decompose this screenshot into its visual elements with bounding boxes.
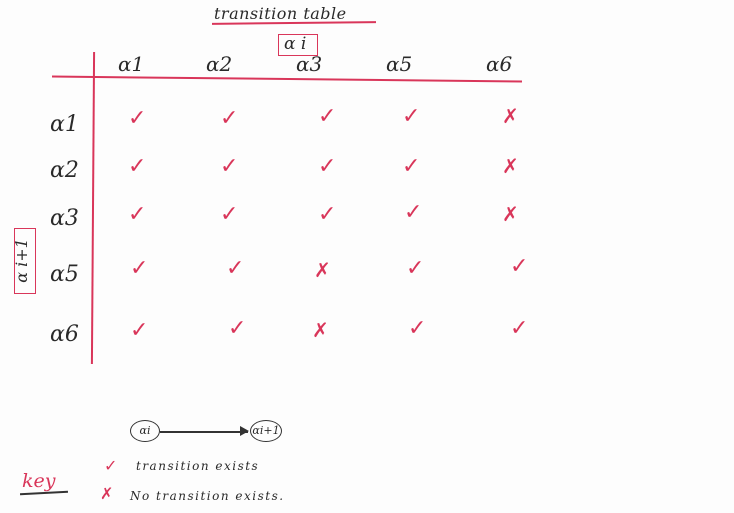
cell-mark: ✓ [220, 202, 239, 227]
cell-mark: ✓ [228, 316, 247, 341]
cell-mark: ✓ [130, 256, 149, 281]
cell-mark: ✓ [220, 106, 239, 131]
arrow-head-icon [240, 426, 249, 436]
row-axis-box: α i+1 [11, 228, 36, 294]
cell-mark: ✓ [402, 154, 421, 179]
column-header: α2 [206, 52, 233, 76]
column-header: α6 [486, 52, 513, 76]
cell-mark: ✓ [318, 154, 337, 179]
cell-mark: ✗ [314, 258, 331, 282]
cell-mark: ✗ [312, 318, 329, 342]
row-header: α3 [50, 206, 79, 231]
column-header: α5 [386, 52, 413, 76]
row-axis-label: α i+1 [11, 238, 31, 283]
key-label: key [22, 470, 56, 492]
cell-mark: ✓ [402, 104, 421, 129]
cell-mark: ✗ [502, 154, 519, 178]
column-axis-label: α i [284, 34, 307, 54]
check-icon: ✓ [104, 456, 118, 475]
legend-text-exists: transition exists [136, 459, 260, 473]
column-header: α1 [118, 52, 145, 76]
header-divider-line [52, 75, 522, 83]
cell-mark: ✓ [318, 202, 337, 227]
cell-mark: ✓ [510, 316, 529, 341]
transition-arrow-line [160, 431, 248, 433]
cell-mark: ✓ [128, 202, 147, 227]
column-axis-box: α i [278, 34, 318, 56]
target-node: αi+1 [250, 420, 282, 442]
row-header: α1 [50, 112, 79, 137]
legend-text-no-transition: No transition exists. [130, 489, 285, 503]
cell-mark: ✓ [128, 154, 147, 179]
cross-icon: ✗ [100, 484, 114, 503]
cell-mark: ✓ [130, 318, 149, 343]
source-node: αi [130, 420, 160, 442]
cell-mark: ✓ [404, 200, 423, 225]
cell-mark: ✓ [406, 256, 425, 281]
row-header: α2 [50, 158, 79, 183]
cell-mark: ✓ [128, 106, 147, 131]
row-header: α6 [50, 322, 79, 347]
cell-mark: ✗ [502, 202, 519, 226]
title-underline [211, 21, 377, 25]
table-title: transition table [214, 4, 347, 23]
cell-mark: ✗ [502, 104, 519, 128]
row-header: α5 [50, 262, 79, 287]
cell-mark: ✓ [510, 254, 529, 279]
cell-mark: ✓ [226, 256, 245, 281]
cell-mark: ✓ [408, 316, 427, 341]
cell-mark: ✓ [220, 154, 239, 179]
row-label-divider-line [90, 51, 96, 365]
column-header: α3 [296, 52, 323, 76]
cell-mark: ✓ [318, 104, 337, 129]
